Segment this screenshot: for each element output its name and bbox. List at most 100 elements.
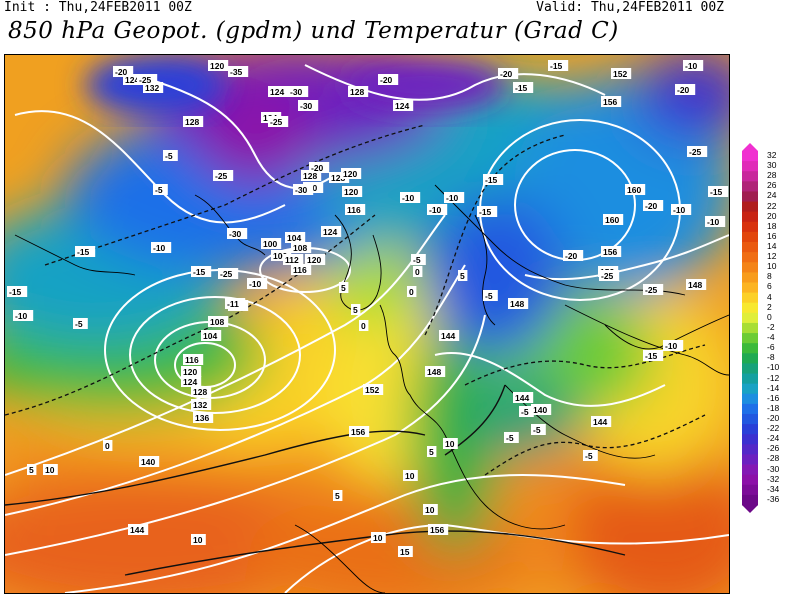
temperature-label: -15 [485,175,498,185]
color-scale-tick: -8 [767,352,775,363]
temperature-label-bg [371,532,386,543]
temperature-label-bg [73,318,88,329]
temperature-label-bg [359,320,369,331]
temperature-label-bg [27,464,37,475]
color-scale-tick: 30 [767,160,777,171]
color-scale-tick: -12 [767,372,780,383]
color-scale-tick: 4 [767,291,772,302]
geopotential-label-bg [349,426,370,437]
color-scale-swatch [742,413,758,425]
temperature-label-bg [643,284,664,295]
temperature-label: -25 [689,147,702,157]
geopotential-label-bg [345,204,366,215]
color-scale-tick: -22 [767,423,780,434]
geopotential-label-bg [191,399,212,410]
temperature-label: -15 [645,351,658,361]
temperature-label-bg [218,268,239,279]
temperature-label-bg [247,278,268,289]
color-scale-swatch [742,393,758,405]
geopotential-label: 100 [263,239,277,249]
temperature-label: -20 [677,85,690,95]
geopotential-label-bg [291,242,312,253]
geopotential-label-bg [601,246,622,257]
temperature-label: 10 [405,471,415,481]
valid-time: Valid: Thu,24FEB2011 00Z [536,0,724,15]
color-scale-tick: -10 [767,362,780,373]
geopotential-label: 152 [365,385,379,395]
geopotential-label: 128 [185,117,199,127]
geopotential-label: 100 [273,251,287,261]
temperature-label-bg [268,116,289,127]
temperature-label: -5 [165,151,173,161]
color-scale-swatch [742,383,758,395]
temperature-label: -10 [707,217,720,227]
temperature-label: -10 [429,205,442,215]
color-scale-tick: 18 [767,220,777,231]
temperature-label-bg [403,470,418,481]
geopotential-label-bg [128,524,149,535]
geopotential-label: 160 [605,215,619,225]
geopotential-label-bg [611,68,632,79]
temperature-label-bg [228,66,249,77]
color-scale-tick: -34 [767,483,780,494]
color-scale-swatch [742,151,758,162]
temperature-label: -25 [645,285,658,295]
temperature-label: -15 [9,287,22,297]
temperature-label-bg [643,200,664,211]
geopotential-label-bg [342,186,363,197]
temperature-label: -5 [521,407,529,417]
color-scale-swatch [742,464,758,476]
color-scale-swatch [742,444,758,455]
temperature-label: -10 [685,61,698,71]
temperature-label-bg [548,60,569,71]
geopotential-label: 140 [141,457,155,467]
temperature-label-bg [531,424,546,435]
geopotential-label: 140 [533,405,547,415]
temperature-label: 10 [445,439,455,449]
temperature-label-bg [708,186,729,197]
temperature-label: -30 [295,185,308,195]
temperature-label: -30 [290,87,303,97]
temperature-label: -25 [601,271,614,281]
color-scale-tick: -36 [767,493,780,504]
geopotential-label: 116 [293,265,307,275]
temperature-label: 5 [353,305,358,315]
color-scale-tick: 6 [767,281,772,292]
temperature-label: -25 [215,171,228,181]
color-scale-swatch [742,191,758,202]
temperature-label: 5 [29,465,34,475]
temperature-label: -30 [229,229,242,239]
temperature-label: -20 [645,201,658,211]
geopotential-label-bg [531,404,552,415]
temperature-label: 10 [193,535,203,545]
geopotential-label: 116 [347,205,361,215]
geopotential-label: 120 [344,187,358,197]
geopotential-label: 124 [395,101,409,111]
color-scale-swatch [742,434,758,445]
temperature-label-bg [378,74,399,85]
color-scale-swatch [742,262,758,273]
color-scale-swatch [742,373,758,385]
temperature-label-bg [663,340,684,351]
temperature-label: -5 [506,433,514,443]
geopotential-label-bg [123,74,144,85]
color-scale-swatch [742,171,758,182]
temperature-label: 0 [415,267,420,277]
color-scale-tick: -24 [767,433,780,444]
temperature-label-bg [671,204,692,215]
temperature-label-bg [43,464,58,475]
temperature-label-bg [683,60,704,71]
color-scale-swatch [742,322,758,334]
color-scale-tick: 26 [767,180,777,191]
color-scale-swatch [742,474,758,486]
temperature-label: -5 [413,255,421,265]
geopotential-label: 144 [441,331,455,341]
geopotential-label: 128 [303,171,317,181]
geopotential-label: 124 [183,377,197,387]
geopotential-label-bg [291,264,312,275]
temperature-label: -20 [380,75,393,85]
color-scale-swatch [742,211,758,223]
geopotential-label-bg [193,412,214,423]
temperature-label: -15 [193,267,206,277]
color-scale-tick: 0 [767,311,772,322]
